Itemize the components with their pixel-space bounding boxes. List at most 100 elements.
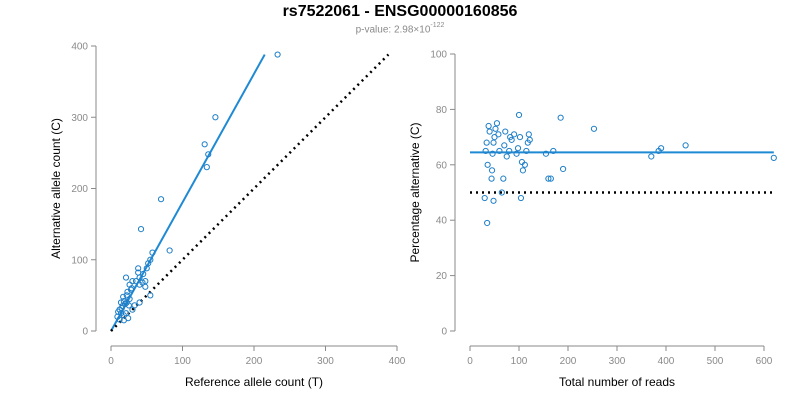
right-data-point	[490, 197, 497, 204]
left-y-tick-label: 400	[71, 42, 88, 53]
left-y-tick-label: 200	[71, 184, 88, 195]
left-data-point	[129, 278, 136, 285]
right-data-point	[507, 134, 514, 141]
left-data-point	[166, 247, 173, 254]
right-data-point	[491, 134, 498, 141]
right-data-point	[513, 150, 520, 157]
right-data-point	[484, 161, 491, 168]
right-y-tick-label: 80	[436, 105, 448, 116]
right-data-point	[526, 136, 533, 143]
right-y-axis-title: Percentage alternative (C)	[408, 122, 422, 262]
left-x-tick-label: 400	[389, 356, 406, 367]
right-data-point	[514, 145, 522, 152]
right-x-tick-label: 200	[560, 356, 577, 367]
left-data-point	[128, 285, 135, 292]
right-data-point	[542, 150, 550, 157]
left-data-point	[157, 196, 165, 203]
left-y-tick-label: 300	[71, 113, 88, 124]
left-y-tick-label: 100	[71, 255, 88, 266]
left-x-axis-title: Reference allele count (T)	[185, 375, 323, 389]
right-data-point	[648, 153, 655, 160]
left-data-point	[125, 315, 132, 322]
right-data-point	[517, 194, 525, 202]
p-value-exponent: -122	[430, 22, 445, 29]
right-data-point	[523, 147, 530, 155]
right-data-point	[503, 153, 510, 160]
right-x-tick-label: 100	[511, 356, 528, 367]
right-x-tick-label: 600	[756, 356, 773, 367]
right-data-point	[518, 158, 526, 166]
right-data-point	[485, 122, 492, 130]
left-data-point	[274, 51, 281, 58]
right-data-point	[547, 175, 554, 182]
right-data-point	[682, 142, 689, 149]
right-data-point	[519, 167, 527, 174]
right-data-point	[481, 194, 488, 202]
right-data-point	[525, 131, 532, 138]
left-x-tick-label: 300	[317, 356, 334, 367]
left-x-tick-label: 0	[108, 356, 114, 367]
right-data-point	[493, 120, 501, 127]
left-data-point	[122, 310, 130, 317]
right-x-tick-label: 0	[467, 356, 473, 367]
right-data-point	[545, 175, 552, 182]
left-x-tick-label: 200	[246, 356, 263, 367]
right-data-point	[490, 139, 497, 146]
right-x-tick-label: 500	[707, 356, 724, 367]
right-data-point	[506, 147, 513, 155]
left-data-point	[137, 226, 145, 233]
left-y-tick-label: 0	[82, 327, 88, 338]
right-x-axis-title: Total number of reads	[559, 375, 675, 389]
right-data-point	[484, 219, 491, 227]
right-y-tick-label: 40	[436, 216, 448, 227]
left-data-point	[132, 278, 140, 285]
left-x-tick-label: 100	[174, 356, 191, 367]
right-data-point	[492, 125, 499, 132]
right-data-point	[488, 175, 495, 182]
left-data-point	[147, 292, 154, 299]
right-y-tick-label: 100	[430, 50, 447, 61]
right-data-point	[486, 128, 493, 135]
right-y-tick-label: 0	[441, 327, 447, 338]
right-data-point	[655, 147, 662, 155]
chart-subtitle: p-value: 2.98×10-122	[0, 22, 800, 36]
left-data-point	[125, 302, 132, 309]
left-data-point	[205, 151, 212, 158]
right-data-point	[500, 175, 507, 182]
right-data-point	[496, 147, 503, 155]
right-x-tick-label: 400	[658, 356, 675, 367]
left-data-point	[212, 114, 219, 121]
left-data-point	[131, 302, 138, 309]
right-y-tick-label: 60	[436, 160, 448, 171]
right-data-point	[516, 134, 524, 141]
right-data-point	[502, 128, 509, 135]
left-data-point	[124, 288, 131, 295]
left-data-point	[116, 316, 123, 323]
right-data-point	[489, 150, 496, 157]
left-data-point	[118, 305, 125, 312]
left-data-point	[136, 299, 143, 306]
right-data-point	[483, 139, 490, 146]
left-data-point	[135, 265, 142, 272]
right-data-point	[557, 114, 564, 121]
left-data-point	[203, 164, 210, 171]
right-data-point	[501, 142, 508, 149]
chart-title: rs7522061 - ENSG00000160856	[282, 3, 518, 20]
right-data-point	[482, 147, 489, 155]
right-data-point	[770, 154, 777, 161]
left-data-point	[142, 283, 149, 290]
p-value-text: p-value: 2.98×10	[355, 24, 431, 36]
right-x-tick-label: 300	[609, 356, 626, 367]
right-data-point	[590, 125, 598, 132]
left-data-point	[136, 281, 143, 288]
right-data-point	[488, 167, 496, 174]
left-data-point	[143, 265, 150, 272]
right-data-point	[515, 111, 523, 119]
left-y-axis-title: Alternative allele count (C)	[49, 118, 63, 259]
left-data-point	[120, 293, 127, 300]
right-y-tick-label: 20	[436, 271, 448, 282]
left-data-point	[201, 141, 208, 148]
left-data-point	[122, 274, 130, 281]
